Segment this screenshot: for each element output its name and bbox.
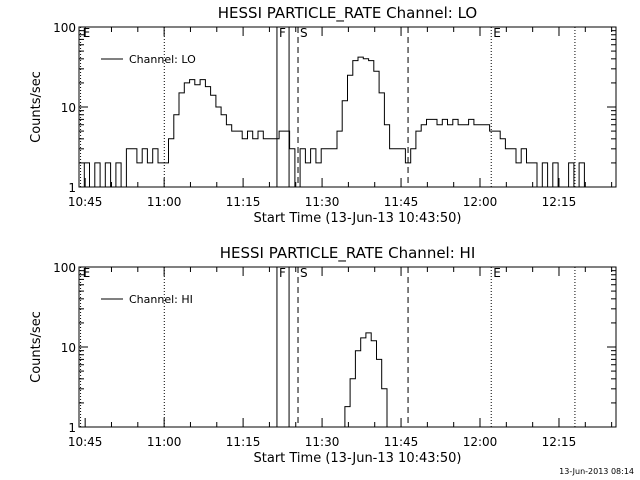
y-tick-label: 1 <box>68 421 76 435</box>
y-tick-label: 100 <box>53 261 76 275</box>
x-tick-label: 10:45 <box>68 435 103 449</box>
y-axis-label: Counts/sec <box>29 71 44 143</box>
x-tick-label: 11:00 <box>147 435 182 449</box>
x-tick-label: 10:45 <box>68 195 103 209</box>
x-tick-label: 12:15 <box>542 195 577 209</box>
x-axis-label: Start Time (13-Jun-13 10:43:50) <box>254 211 462 226</box>
marker-label: E <box>83 266 91 280</box>
marker-label: E <box>493 266 501 280</box>
y-tick-label: 10 <box>61 341 76 355</box>
y-tick-label: 1 <box>68 181 76 195</box>
marker-label: E <box>83 26 91 40</box>
x-tick-label: 11:15 <box>226 435 261 449</box>
chart-title: HESSI PARTICLE_RATE Channel: HI <box>220 244 476 263</box>
y-tick-label: 10 <box>61 101 76 115</box>
marker-label: F <box>279 266 286 280</box>
series-line <box>79 56 585 188</box>
marker-label: S <box>300 26 308 40</box>
y-tick-label: 100 <box>53 21 76 35</box>
x-tick-label: 12:00 <box>463 435 498 449</box>
x-tick-label: 11:00 <box>147 195 182 209</box>
series-line <box>339 332 388 428</box>
marker-label: S <box>300 266 308 280</box>
legend-entry: Channel: LO <box>129 53 196 66</box>
plot-frame <box>78 266 617 428</box>
marker-label: E <box>493 26 501 40</box>
x-tick-label: 12:15 <box>542 435 577 449</box>
legend-entry: Channel: HI <box>129 293 193 306</box>
x-axis-label: Start Time (13-Jun-13 10:43:50) <box>254 451 462 466</box>
x-tick-label: 11:45 <box>384 435 419 449</box>
panel-hi: HESSI PARTICLE_RATE Channel: HI 1 10 100 10:… <box>29 244 617 466</box>
x-tick-label: 11:30 <box>305 435 340 449</box>
x-tick-label: 11:45 <box>384 195 419 209</box>
x-tick-label: 11:15 <box>226 195 261 209</box>
x-tick-label: 12:00 <box>463 195 498 209</box>
panel-lo: HESSI PARTICLE_RATE Channel: LO 1 10 100 10:… <box>29 4 617 226</box>
marker-label: F <box>279 26 286 40</box>
footer-timestamp: 13-Jun-2013 08:14 <box>559 467 634 476</box>
y-axis-label: Counts/sec <box>29 311 44 383</box>
chart-title: HESSI PARTICLE_RATE Channel: LO <box>218 4 477 23</box>
x-tick-label: 11:30 <box>305 195 340 209</box>
